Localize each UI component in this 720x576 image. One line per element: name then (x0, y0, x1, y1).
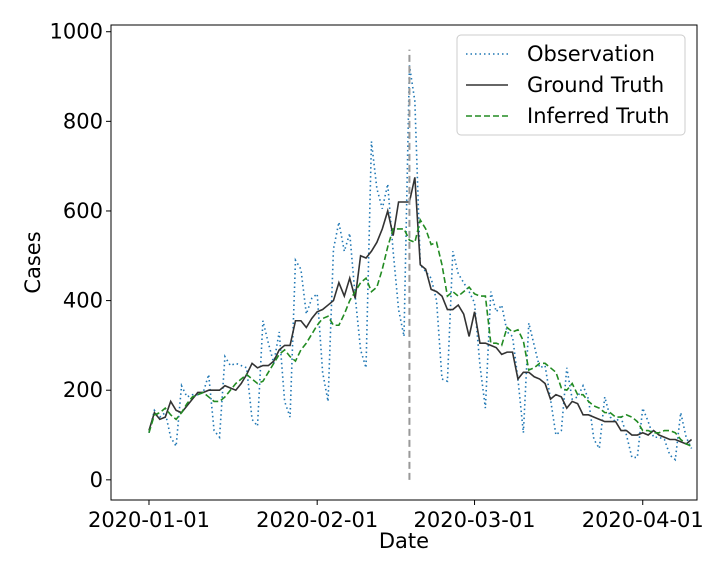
legend-entry: Observation (527, 42, 655, 66)
y-tick-label: 200 (63, 378, 103, 402)
y-tick-label: 600 (63, 199, 103, 223)
legend-entry: Ground Truth (527, 73, 664, 97)
legend-box (456, 34, 686, 136)
x-tick-label: 2020-04-01 (582, 508, 704, 532)
plot-area (148, 49, 693, 480)
x-tick-label: 2020-01-01 (88, 508, 210, 532)
y-tick-label: 800 (63, 109, 103, 133)
y-tick-label: 1000 (50, 20, 103, 44)
series-line-2 (148, 217, 692, 447)
x-tick-label: 2020-02-01 (256, 508, 378, 532)
y-axis-label: Cases (21, 231, 45, 293)
y-tick-label: 400 (63, 289, 103, 313)
legend: Observation Ground Truth Inferred Truth (456, 34, 686, 136)
x-tick-label: 2020-03-01 (414, 508, 536, 532)
legend-entry: Inferred Truth (527, 104, 669, 128)
x-axis-label: Date (379, 529, 429, 553)
series-line-1 (148, 177, 693, 445)
axes: 0 200 400 600 800 1000 2020-01-01 2020-02-01 202… (21, 20, 704, 553)
y-tick-label: 0 (90, 468, 103, 492)
axes-frame (110, 24, 698, 501)
